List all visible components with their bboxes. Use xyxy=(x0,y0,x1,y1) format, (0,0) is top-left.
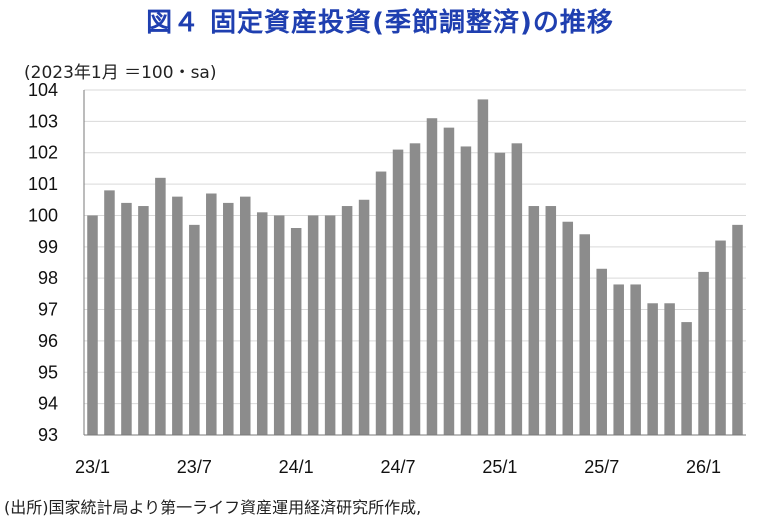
bar-23/7 xyxy=(189,224,200,435)
y-tick-label: 104 xyxy=(28,80,58,100)
bar-24/2 xyxy=(307,215,319,435)
bar-24/11 xyxy=(460,146,472,436)
x-tick-label: 23/1 xyxy=(75,457,110,477)
source-note: (出所)国家統計局より第一ライフ資産運用経済研究所作成, xyxy=(4,498,422,517)
x-tick-label: 25/1 xyxy=(482,457,517,477)
y-tick-label: 96 xyxy=(38,331,58,351)
bar-25/11 xyxy=(664,303,675,435)
bar-23/2 xyxy=(104,190,115,435)
x-tick-label: 25/7 xyxy=(584,457,619,477)
bar-25/6 xyxy=(579,234,591,435)
bar-24/6 xyxy=(375,171,387,435)
bar-24/12 xyxy=(477,99,489,435)
bar-24/9 xyxy=(426,118,438,436)
bar-23/4 xyxy=(138,206,149,435)
unit-note: (2023年1月 ＝100・sa) xyxy=(24,63,217,83)
y-tick-label: 102 xyxy=(28,143,58,163)
bar-24/5 xyxy=(358,199,370,435)
bar-23/12 xyxy=(273,215,285,435)
chart-title: 図４ 固定資産投資(季節調整済)の推移 xyxy=(146,8,614,38)
bar-25/7 xyxy=(596,268,607,435)
y-tick-label: 95 xyxy=(38,362,58,382)
bar-25/9 xyxy=(630,284,641,435)
y-axis-labels: 93 94 95 96 97 98 99 100 101 102 103 104 xyxy=(28,80,58,445)
axes xyxy=(83,90,746,436)
y-tick-label: 97 xyxy=(38,300,58,320)
y-tick-label: 101 xyxy=(28,174,58,194)
bar-26/2 xyxy=(715,240,726,435)
x-tick-label: 24/1 xyxy=(279,457,314,477)
bar-26/1 xyxy=(698,271,709,435)
bar-24/8 xyxy=(409,143,421,435)
bar-23/3 xyxy=(121,202,132,435)
bar-23/9 xyxy=(223,202,234,435)
bar-25/3 xyxy=(528,206,540,435)
bar-23/6 xyxy=(172,196,183,435)
x-axis-labels: 23/1 23/7 24/1 24/7 25/1 25/7 26/1 xyxy=(75,457,721,477)
bar-series xyxy=(87,99,743,436)
y-tick-label: 94 xyxy=(38,394,58,414)
bar-25/12 xyxy=(681,322,692,435)
bar-25/4 xyxy=(545,206,557,435)
x-tick-label: 26/1 xyxy=(686,457,721,477)
bar-25/5 xyxy=(562,221,574,435)
y-tick-label: 93 xyxy=(38,425,58,445)
bar-23/10 xyxy=(239,196,251,435)
x-tick-label: 24/7 xyxy=(381,457,416,477)
bar-23/5 xyxy=(155,177,166,435)
bar-24/7 xyxy=(392,149,404,435)
y-tick-label: 100 xyxy=(28,205,58,225)
bar-26/3 xyxy=(732,224,743,435)
bar-23/8 xyxy=(206,193,217,435)
bar-24/4 xyxy=(341,206,353,435)
x-tick-label: 23/7 xyxy=(177,457,212,477)
bar-25/2 xyxy=(511,143,523,435)
y-tick-label: 98 xyxy=(38,268,58,288)
bar-24/3 xyxy=(324,215,336,435)
bar-23/11 xyxy=(256,212,268,435)
bar-23/1 xyxy=(87,215,98,435)
bar-24/10 xyxy=(443,127,455,436)
bar-25/1 xyxy=(494,152,506,435)
bar-25/8 xyxy=(613,284,624,435)
bar-24/1 xyxy=(290,228,302,435)
y-tick-label: 99 xyxy=(38,237,58,257)
y-tick-label: 103 xyxy=(28,111,58,131)
bar-25/10 xyxy=(647,303,658,435)
